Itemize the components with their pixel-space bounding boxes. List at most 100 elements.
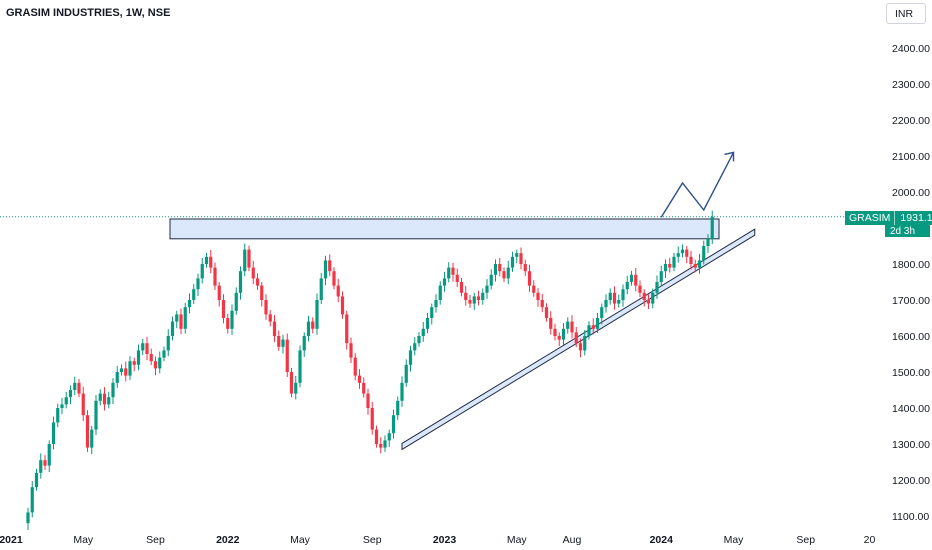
candle bbox=[370, 401, 374, 435]
candle bbox=[179, 308, 183, 335]
candle-body bbox=[702, 246, 706, 261]
candle bbox=[98, 389, 102, 406]
candle-body bbox=[642, 292, 646, 300]
candle bbox=[68, 385, 73, 405]
candle bbox=[536, 288, 540, 307]
candle bbox=[345, 310, 349, 350]
chart-title: GRASIM INDUSTRIES, 1W, NSE bbox=[6, 7, 171, 19]
candle bbox=[175, 310, 179, 329]
candle bbox=[187, 293, 192, 314]
candle bbox=[162, 346, 166, 362]
candle bbox=[693, 259, 697, 273]
candle-body bbox=[421, 328, 425, 336]
candle-body bbox=[124, 368, 128, 376]
candle-body bbox=[145, 343, 149, 354]
candle-body bbox=[136, 350, 141, 365]
candle bbox=[374, 425, 379, 448]
candle-body bbox=[340, 296, 345, 315]
candlestick-series bbox=[26, 210, 714, 531]
candle bbox=[340, 291, 345, 319]
candle bbox=[319, 273, 323, 304]
candle-body bbox=[493, 264, 498, 275]
candle-body bbox=[442, 278, 447, 286]
candle-body bbox=[128, 361, 132, 376]
candle-body bbox=[34, 472, 39, 488]
candle bbox=[209, 249, 213, 274]
candle-body bbox=[566, 321, 570, 329]
candle-body bbox=[404, 364, 408, 383]
projection-arrow[interactable] bbox=[660, 151, 735, 218]
support-trendline[interactable] bbox=[401, 228, 756, 451]
candle-body bbox=[587, 325, 591, 336]
candle bbox=[625, 275, 629, 295]
projection-path bbox=[660, 152, 735, 218]
candle-body bbox=[523, 264, 527, 272]
x-tick-label: 20 bbox=[864, 534, 876, 546]
candle-body bbox=[651, 292, 655, 304]
candle bbox=[234, 287, 238, 315]
candle bbox=[472, 292, 476, 311]
candle bbox=[77, 378, 81, 398]
candle bbox=[697, 253, 702, 274]
candle bbox=[196, 273, 200, 297]
x-tick-label: 2021 bbox=[0, 534, 23, 546]
candle bbox=[642, 289, 646, 307]
candle bbox=[85, 410, 90, 452]
candle bbox=[391, 409, 396, 439]
candle bbox=[595, 312, 600, 334]
candle bbox=[663, 259, 668, 279]
candle-body bbox=[319, 278, 323, 300]
candle bbox=[574, 327, 578, 348]
candle bbox=[685, 246, 689, 264]
candle-body bbox=[663, 264, 668, 272]
candle-body bbox=[243, 249, 247, 272]
candle-body bbox=[221, 300, 226, 318]
candle-body bbox=[302, 336, 306, 351]
candle bbox=[438, 281, 442, 305]
candle bbox=[285, 333, 289, 378]
candle-body bbox=[272, 321, 277, 336]
x-tick-label: Sep bbox=[363, 534, 382, 546]
candle bbox=[549, 311, 553, 335]
candle bbox=[519, 247, 523, 270]
candle bbox=[302, 332, 306, 357]
candle-body bbox=[387, 433, 391, 441]
candle bbox=[315, 293, 319, 335]
candle bbox=[136, 344, 141, 371]
candle bbox=[621, 284, 625, 307]
candle bbox=[47, 440, 51, 473]
candle bbox=[39, 453, 43, 479]
candle bbox=[102, 387, 107, 411]
candle-body bbox=[646, 300, 651, 304]
candle-body bbox=[196, 278, 200, 290]
currency-button[interactable]: INR bbox=[886, 3, 926, 24]
candle-body bbox=[47, 444, 51, 466]
candle-body bbox=[251, 267, 255, 279]
candle bbox=[362, 377, 366, 398]
candle-body bbox=[693, 264, 697, 268]
candle-body bbox=[536, 292, 540, 300]
candle bbox=[306, 315, 311, 342]
candle-body bbox=[468, 300, 472, 304]
candle-body bbox=[561, 328, 566, 340]
candle bbox=[591, 318, 595, 335]
candle bbox=[387, 429, 391, 447]
candle bbox=[366, 388, 370, 415]
candle bbox=[328, 254, 332, 277]
candle bbox=[81, 386, 85, 421]
candle-body bbox=[56, 408, 60, 423]
resistance-zone[interactable] bbox=[169, 218, 720, 240]
candle-body bbox=[438, 285, 442, 300]
time-axis[interactable]: 2021 May Sep 2022 May Sep 2023 May Aug 2024 May Sep… bbox=[0, 534, 875, 546]
candle-body bbox=[685, 249, 689, 257]
candle bbox=[689, 251, 693, 270]
bar-countdown: 2d 3h bbox=[885, 225, 930, 237]
candle-body bbox=[238, 271, 243, 293]
candle bbox=[481, 288, 485, 305]
candle bbox=[527, 264, 532, 292]
candle-body bbox=[625, 282, 629, 290]
candle bbox=[238, 266, 243, 300]
price-axis[interactable]: 2400.002300.002200.002100.002000.001900.… bbox=[892, 43, 930, 523]
candle-body bbox=[281, 339, 285, 347]
